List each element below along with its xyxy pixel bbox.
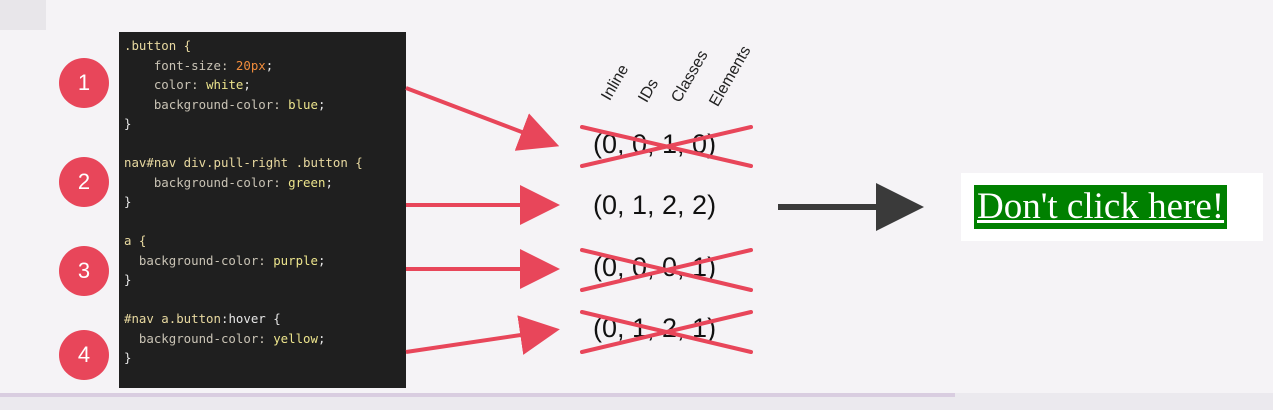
rendered-result-box: Don't click here! — [961, 173, 1263, 241]
cross-out-3 — [580, 248, 753, 292]
code-token: ; — [265, 57, 274, 73]
code-token: a { — [124, 233, 147, 248]
code-token: background-color: — [124, 174, 289, 190]
code-token: ; — [317, 96, 326, 112]
code-token: purple — [273, 252, 318, 268]
code-line: #nav a.button:hover { — [124, 309, 406, 329]
code-token: background-color: — [124, 330, 274, 346]
code-line: nav#nav div.pull-right .button { — [124, 153, 406, 173]
code-token: background-color: — [124, 252, 274, 268]
code-token: ; — [317, 330, 326, 346]
code-token: color: — [124, 77, 207, 92]
bottom-progress-fill — [0, 393, 955, 397]
code-line: background-color: blue; — [124, 95, 406, 115]
corner-tab — [0, 0, 46, 30]
code-token: yellow — [273, 330, 318, 346]
css-code-panel: .button { font-size: 20px; color: white;… — [119, 32, 406, 388]
code-line: } — [124, 114, 406, 134]
code-token: #nav a.button — [124, 311, 221, 326]
rule-number-badge-1: 1 — [59, 58, 109, 108]
bottom-progress-bar[interactable] — [0, 393, 1273, 410]
code-token: .button { — [124, 38, 192, 53]
code-token: white — [206, 77, 244, 92]
code-token: nav#nav div.pull-right .button { — [124, 155, 363, 170]
code-line: font-size: 20px; — [124, 56, 406, 76]
code-token: 20px — [235, 57, 266, 73]
code-line: background-color: green; — [124, 173, 406, 193]
code-line: background-color: purple; — [124, 251, 406, 271]
rule-number-badge-4: 4 — [59, 330, 109, 380]
code-block-2: nav#nav div.pull-right .button { backgro… — [124, 153, 406, 212]
code-line: color: white; — [124, 75, 406, 95]
code-token: } — [124, 350, 132, 365]
code-token: blue — [288, 96, 318, 112]
cross-out-1 — [580, 125, 753, 168]
code-token: } — [124, 116, 132, 131]
code-line: } — [124, 192, 406, 212]
specificity-value-2: (0, 1, 2, 2) — [593, 190, 717, 220]
code-token: green — [288, 174, 326, 190]
code-line: background-color: yellow; — [124, 329, 406, 349]
code-token: ; — [317, 252, 326, 268]
arrow-rule-4 — [405, 315, 560, 355]
code-block-1: .button { font-size: 20px; color: white;… — [124, 36, 406, 134]
code-line: } — [124, 270, 406, 290]
code-token: } — [124, 272, 132, 287]
code-line: a { — [124, 231, 406, 251]
code-token: background-color: — [124, 96, 289, 112]
rule-number-badge-2: 2 — [59, 157, 109, 207]
dont-click-link[interactable]: Don't click here! — [974, 185, 1228, 229]
code-line: } — [124, 348, 406, 368]
code-line: .button { — [124, 36, 406, 56]
code-token: ; — [325, 174, 333, 190]
code-token: ; — [243, 77, 251, 92]
code-token: } — [124, 194, 132, 209]
cross-out-4 — [580, 310, 753, 354]
code-block-4: #nav a.button:hover { background-color: … — [124, 309, 406, 368]
rule-number-badge-3: 3 — [59, 246, 109, 296]
code-block-3: a { background-color: purple; } — [124, 231, 406, 290]
arrow-rule-1 — [405, 86, 560, 151]
code-token: font-size: — [124, 57, 236, 73]
code-token: :hover { — [220, 311, 281, 326]
